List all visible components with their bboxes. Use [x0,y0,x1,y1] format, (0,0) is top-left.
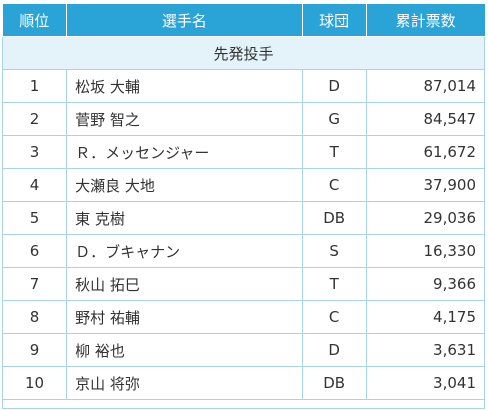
rank-cell: 1 [1,69,68,103]
team-cell: G [301,102,367,136]
header-rank: 順位 [2,4,68,37]
table-row: 3 Ｒ．メッセンジャー T 61,672 [1,135,486,169]
player-name-cell: 菅野 智之 [66,102,303,136]
header-votes: 累計票数 [365,4,485,37]
rank-cell: 8 [1,300,68,334]
section-title: 先発投手 [2,36,485,70]
votes-cell: 3,041 [365,366,486,400]
table-row: 8 野村 祐輔 C 4,175 [1,300,486,334]
player-name-cell: 東 克樹 [66,201,303,235]
rank-cell: 3 [1,135,68,169]
header-name: 選手名 [66,4,303,37]
player-name-cell: 大瀬良 大地 [66,168,303,202]
votes-cell: 61,672 [365,135,486,169]
votes-cell: 37,900 [365,168,486,202]
player-name-cell: Ｄ．ブキャナン [66,234,303,268]
team-cell: T [301,135,367,169]
rank-cell: 5 [1,201,68,235]
rank-cell: 10 [1,366,68,400]
team-cell: DB [301,201,367,235]
table-row: 6 Ｄ．ブキャナン S 16,330 [1,234,486,268]
rank-cell: 9 [1,333,68,367]
player-name-cell: 松坂 大輔 [66,69,303,103]
votes-cell: 87,014 [365,69,486,103]
votes-cell: 9,366 [365,267,486,301]
team-cell: C [301,300,367,334]
votes-cell: 16,330 [365,234,486,268]
team-cell: S [301,234,367,268]
player-name-cell: 野村 祐輔 [66,300,303,334]
header-team: 球団 [301,4,367,37]
votes-cell: 3,631 [365,333,486,367]
votes-cell: 4,175 [365,300,486,334]
section-row: 先発投手 [2,36,485,70]
rank-cell: 7 [1,267,68,301]
team-cell: T [301,267,367,301]
team-cell: DB [301,366,367,400]
table-row: 2 菅野 智之 G 84,547 [1,102,486,136]
team-cell: C [301,168,367,202]
player-name-cell: 京山 将弥 [66,366,303,400]
rank-cell: 2 [1,102,68,136]
player-name-cell: 柳 裕也 [66,333,303,367]
spacer-cell [2,399,485,409]
table-row: 1 松坂 大輔 D 87,014 [1,69,486,103]
table-row: 10 京山 将弥 DB 3,041 [1,366,486,400]
team-cell: D [301,69,367,103]
table-header-row: 順位 選手名 球団 累計票数 [2,4,485,37]
rank-cell: 4 [1,168,68,202]
table-row: 7 秋山 拓巳 T 9,366 [1,267,486,301]
player-name-cell: 秋山 拓巳 [66,267,303,301]
team-cell: D [301,333,367,367]
ranking-table: 順位 選手名 球団 累計票数 先発投手 1 松坂 大輔 D 87,014 2 菅野 智之 G… [1,4,486,409]
table-row: 4 大瀬良 大地 C 37,900 [1,168,486,202]
votes-cell: 29,036 [365,201,486,235]
rank-cell: 6 [1,234,68,268]
player-name-cell: Ｒ．メッセンジャー [66,135,303,169]
table-bottom-spacer [2,399,485,409]
votes-cell: 84,547 [365,102,486,136]
